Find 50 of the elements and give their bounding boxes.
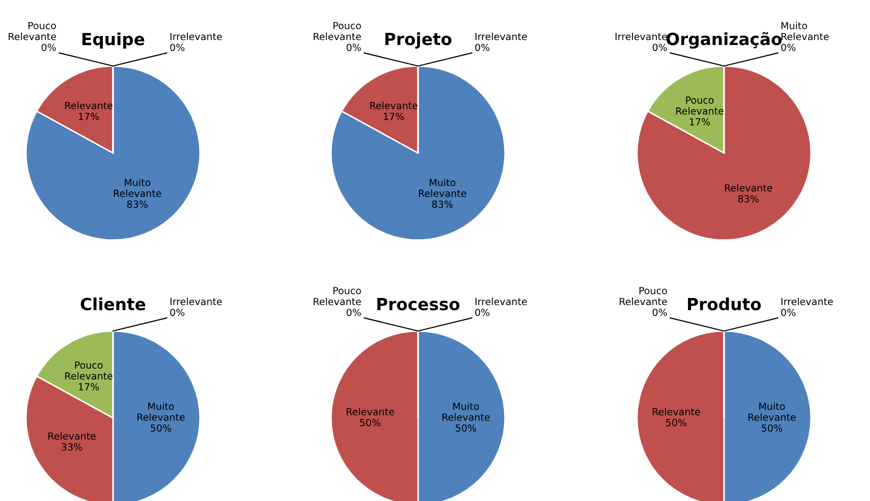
data-label: 17% [384,112,404,120]
slice-label: Relevante [346,408,394,416]
category-label: Pouco Relevante [314,287,361,306]
category-label: Irrelevante [170,298,222,306]
text: 0% [42,44,56,52]
category-label: Irrelevante [782,298,833,306]
text: 0% [346,44,361,52]
data-label: 33% [62,443,82,451]
category-label: Irrelevante [476,298,527,306]
chart-title: Produto [688,297,761,310]
slice-label: Muito Relevante [442,402,490,421]
text: 0% [475,44,490,52]
chart-title: Processo [377,298,460,310]
data-label: 50% [666,418,686,426]
chart-title: Organização [666,32,782,49]
data-label: 50% [762,424,782,432]
slice-label: Muito Relevante [418,178,466,198]
category-label: Pouco Relevante [620,287,667,306]
category-label: Pouco Relevante [8,22,56,40]
text: 0% [170,308,184,316]
data-label: 83% [432,200,453,208]
text: 0% [781,44,796,52]
data-label: 83% [738,195,759,202]
data-label: 17% [690,118,710,126]
data-label: 50% [150,424,172,432]
data-label: 17% [78,112,99,120]
data-label: 17% [78,383,99,391]
text: 0% [170,44,184,52]
text: 0% [781,308,796,316]
data-label: 50% [360,418,380,426]
chart-title: Cliente [80,297,146,310]
text: 0% [652,308,667,316]
category-label: Muito Relevante [782,22,829,40]
slice-label: Muito Relevante [114,178,162,198]
data-label: 83% [127,200,148,208]
slice-label: Relevante [48,432,96,440]
category-label: Pouco Relevante [314,22,361,40]
chart-title: Projeto [385,32,452,49]
category-label: Irrelevante [616,32,667,40]
slice-label: Muito Relevante [137,402,185,421]
chart-title: Equipe [82,32,144,49]
category-label: Irrelevante [170,32,222,40]
slice-label: Relevante [652,408,700,416]
category-label: Irrelevante [476,32,527,40]
text: 0% [652,44,667,52]
slice-label: Relevante [724,184,772,192]
slice-label: Muito Relevante [748,402,796,421]
data-label: 50% [456,424,476,432]
text: 0% [475,308,490,316]
text: 0% [346,308,361,316]
